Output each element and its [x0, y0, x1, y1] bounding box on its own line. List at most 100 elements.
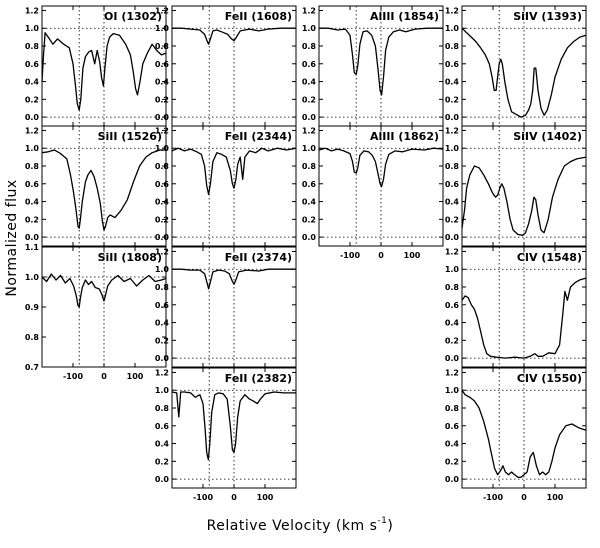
- y-tick-label: 1.2: [302, 6, 316, 15]
- panel-label: CIV (1548): [517, 251, 582, 264]
- y-tick-label: 1.0: [445, 24, 460, 33]
- x-tick-label: -100: [340, 251, 360, 260]
- y-tick-label: 0.8: [302, 162, 317, 171]
- y-tick-label: 0.6: [155, 180, 170, 189]
- flux-curve: [172, 27, 296, 45]
- y-tick-label: 0.6: [445, 422, 460, 431]
- panel: 0.0 0.2 0.4 0.6 0.8 1.0 1.2 FeII (1608): [155, 5, 297, 127]
- panel-label: FeII (2344): [225, 130, 292, 143]
- x-tick-label: 0: [231, 493, 237, 502]
- y-tick-label: 0.8: [155, 42, 170, 51]
- y-tick-label: 0.6: [155, 301, 170, 310]
- y-tick-label: 1.2: [445, 247, 459, 256]
- y-axis-title: Normalized flux: [4, 179, 20, 296]
- y-tick-label: 1.2: [25, 126, 39, 135]
- panel: 0.0 0.2 0.4 0.6 0.8 1.0 1.2 FeII (2344): [155, 125, 297, 247]
- y-tick-label: 0.2: [25, 215, 39, 224]
- panel-label: SiII (1526): [98, 130, 162, 143]
- flux-curve: [172, 268, 296, 290]
- y-tick-label: 0.0: [25, 113, 40, 122]
- y-tick-label: 1.0: [445, 386, 460, 395]
- y-tick-label: 0.4: [445, 319, 460, 328]
- y-tick-label: 0.2: [445, 457, 459, 466]
- y-tick-label: 1.2: [302, 126, 316, 135]
- y-tick-label: 0.4: [445, 198, 460, 207]
- y-tick-label: 0.8: [445, 162, 460, 171]
- y-tick-label: 0.4: [302, 198, 317, 207]
- y-tick-label: 0.0: [155, 475, 170, 484]
- y-tick-label: 1.2: [445, 126, 459, 135]
- y-tick-label: 0.8: [155, 283, 170, 292]
- y-tick-label: 0.2: [445, 336, 459, 345]
- panel: 0.0 0.2 0.4 0.6 0.8 1.0 1.2 SiIV (1393): [445, 5, 587, 127]
- flux-curve: [461, 277, 587, 359]
- y-tick-label: 1.0: [155, 265, 170, 274]
- x-tick-label: -100: [193, 493, 213, 502]
- y-tick-label: 0.2: [445, 215, 459, 224]
- y-tick-label: 0.6: [445, 301, 460, 310]
- y-tick-label: 1.0: [25, 24, 40, 33]
- flux-curve: [41, 32, 167, 111]
- panel: 0.0 0.2 0.4 0.6 0.8 1.0 1.2 -100 0 100 FeII (2382): [155, 367, 297, 502]
- x-tick-label: 0: [101, 372, 107, 381]
- y-tick-label: 0.0: [155, 113, 170, 122]
- x-tick-label: 0: [521, 493, 527, 502]
- y-tick-label: 0.6: [445, 60, 460, 69]
- panel: 0.0 0.2 0.4 0.6 0.8 1.0 1.2 -100 0 100 AlIII (1862…: [302, 125, 444, 260]
- y-tick-label: 1.0: [25, 144, 40, 153]
- y-tick-label: 0.4: [155, 319, 170, 328]
- panel-label: SiIV (1393): [513, 10, 582, 23]
- panel: 0.00.20.40.60.81.01.2 OI (1302): [25, 5, 167, 127]
- x-tick-label: 100: [404, 251, 421, 260]
- y-tick-label: 0.9: [25, 303, 40, 312]
- flux-curve: [41, 149, 166, 231]
- x-tick-label: 0: [378, 251, 384, 260]
- panel-label: OI (1302): [104, 10, 162, 23]
- y-tick-label: 0.8: [25, 42, 40, 51]
- y-tick-label: 1.0: [302, 24, 317, 33]
- y-tick-label: 0.0: [445, 113, 460, 122]
- y-tick-label: 0.0: [445, 354, 460, 363]
- panel-label: CIV (1550): [517, 372, 582, 385]
- panel: 0.7 0.8 0.9 1.0 1.1 -100 0 100 SiII (1808): [25, 243, 167, 381]
- y-tick-label: 1.1: [25, 243, 40, 252]
- x-axis-title-exponent: -1: [377, 516, 387, 526]
- y-tick-label: 0.6: [155, 422, 170, 431]
- y-tick-label: 1.2: [445, 6, 459, 15]
- panel-label: SiII (1808): [98, 251, 162, 264]
- y-tick-label: 0.8: [25, 162, 40, 171]
- panel: 0.0 0.2 0.4 0.6 0.8 1.0 1.2 FeII (2374): [155, 246, 297, 368]
- y-tick-label: 0.2: [302, 95, 316, 104]
- panel: 0.0 0.2 0.4 0.6 0.8 1.0 1.2 -100 0 100 CIV (1550): [445, 367, 587, 502]
- y-tick-label: 0.2: [155, 336, 169, 345]
- y-tick-label: 0.4: [445, 440, 460, 449]
- y-tick-label: 0.8: [155, 404, 170, 413]
- flux-curve: [171, 147, 297, 196]
- y-tick-label: 1.2: [155, 247, 169, 256]
- y-tick-label: 0.4: [25, 198, 40, 207]
- y-tick-label: 0.2: [155, 457, 169, 466]
- panel: 0.0 0.2 0.4 0.6 0.8 1.0 1.2 CIV (1548): [445, 246, 587, 368]
- y-tick-label: 0.8: [445, 283, 460, 292]
- y-tick-label: 0.8: [25, 333, 40, 342]
- y-tick-label: 0.8: [445, 42, 460, 51]
- y-tick-label: 0.2: [155, 215, 169, 224]
- panel: 0.0 0.2 0.4 0.6 0.8 1.0 1.2 SiIV (1402): [445, 125, 587, 247]
- y-tick-label: 0.6: [302, 180, 317, 189]
- y-tick-label: 0.6: [25, 180, 40, 189]
- x-tick-label: 100: [547, 493, 564, 502]
- y-tick-label: 0.0: [302, 113, 317, 122]
- y-tick-label: 0.6: [302, 60, 317, 69]
- y-tick-label: 0.0: [25, 233, 40, 242]
- y-tick-label: 0.6: [445, 180, 460, 189]
- panel: 0.0 0.2 0.4 0.6 0.8 1.0 1.2 AlIII (1854): [302, 5, 444, 127]
- y-tick-label: 0.2: [445, 95, 459, 104]
- y-tick-label: 1.0: [445, 144, 460, 153]
- y-tick-label: 0.4: [155, 198, 170, 207]
- x-axis-title-tail: ): [387, 518, 393, 534]
- y-tick-label: 0.7: [25, 363, 39, 372]
- y-tick-label: 0.4: [25, 78, 40, 87]
- panel-label: FeII (2382): [225, 372, 292, 385]
